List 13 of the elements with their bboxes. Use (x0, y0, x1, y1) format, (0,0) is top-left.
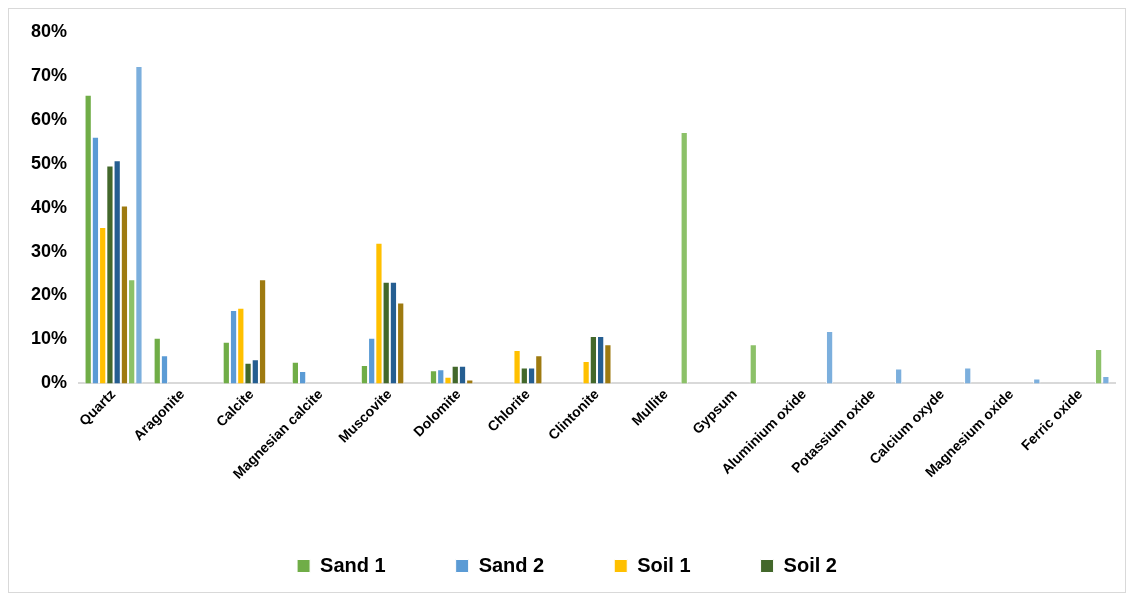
y-tick-label: 40% (31, 196, 68, 217)
legend-label: Soil 1 (637, 553, 691, 576)
y-tick-label: 70% (31, 64, 68, 85)
legend-label: Sand 2 (478, 553, 545, 576)
y-tick-label: 80% (31, 20, 68, 41)
y-tick-label: 60% (31, 108, 68, 129)
legend-label: Sand 1 (320, 553, 386, 576)
y-tick-label: 30% (31, 240, 68, 261)
legend-label: Soil 2 (783, 553, 837, 576)
y-tick-label: 10% (31, 328, 68, 349)
y-tick-label: 0% (41, 372, 68, 393)
y-tick-label: 20% (31, 284, 68, 305)
y-tick-label: 50% (31, 152, 68, 173)
